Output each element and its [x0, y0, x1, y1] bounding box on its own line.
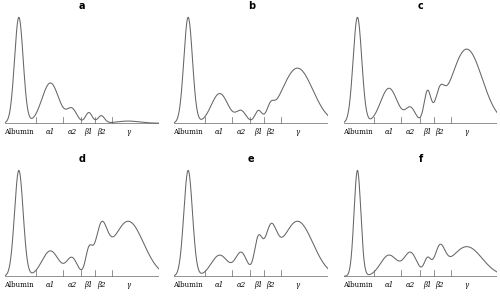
Text: b: b: [248, 1, 255, 11]
Text: α2: α2: [236, 128, 246, 135]
Text: α2: α2: [406, 281, 415, 289]
Text: α1: α1: [384, 128, 394, 135]
Text: γ: γ: [464, 281, 469, 289]
Text: α2: α2: [68, 281, 76, 289]
Text: Albumin: Albumin: [4, 281, 34, 289]
Text: β1: β1: [254, 281, 262, 289]
Text: Albumin: Albumin: [174, 128, 203, 135]
Text: a: a: [78, 1, 85, 11]
Text: β1: β1: [423, 281, 432, 289]
Text: e: e: [248, 154, 254, 164]
Text: α2: α2: [68, 128, 76, 135]
Text: α2: α2: [236, 281, 246, 289]
Text: γ: γ: [296, 281, 300, 289]
Text: γ: γ: [126, 281, 130, 289]
Text: β2: β2: [266, 128, 274, 135]
Text: α1: α1: [46, 281, 55, 289]
Text: α1: α1: [46, 128, 55, 135]
Text: α1: α1: [215, 281, 224, 289]
Text: β2: β2: [436, 128, 444, 135]
Text: γ: γ: [464, 128, 469, 135]
Text: Albumin: Albumin: [342, 128, 372, 135]
Text: β1: β1: [84, 128, 93, 135]
Text: α1: α1: [215, 128, 224, 135]
Text: Albumin: Albumin: [342, 281, 372, 289]
Text: β2: β2: [436, 281, 444, 289]
Text: β2: β2: [266, 281, 274, 289]
Text: f: f: [418, 154, 422, 164]
Text: α1: α1: [384, 281, 394, 289]
Text: Albumin: Albumin: [4, 128, 34, 135]
Text: β1: β1: [254, 128, 262, 135]
Text: d: d: [78, 154, 86, 164]
Text: c: c: [418, 1, 424, 11]
Text: γ: γ: [126, 128, 130, 135]
Text: β2: β2: [97, 128, 106, 135]
Text: α2: α2: [406, 128, 415, 135]
Text: β2: β2: [97, 281, 106, 289]
Text: γ: γ: [296, 128, 300, 135]
Text: β1: β1: [84, 281, 93, 289]
Text: β1: β1: [423, 128, 432, 135]
Text: Albumin: Albumin: [174, 281, 203, 289]
